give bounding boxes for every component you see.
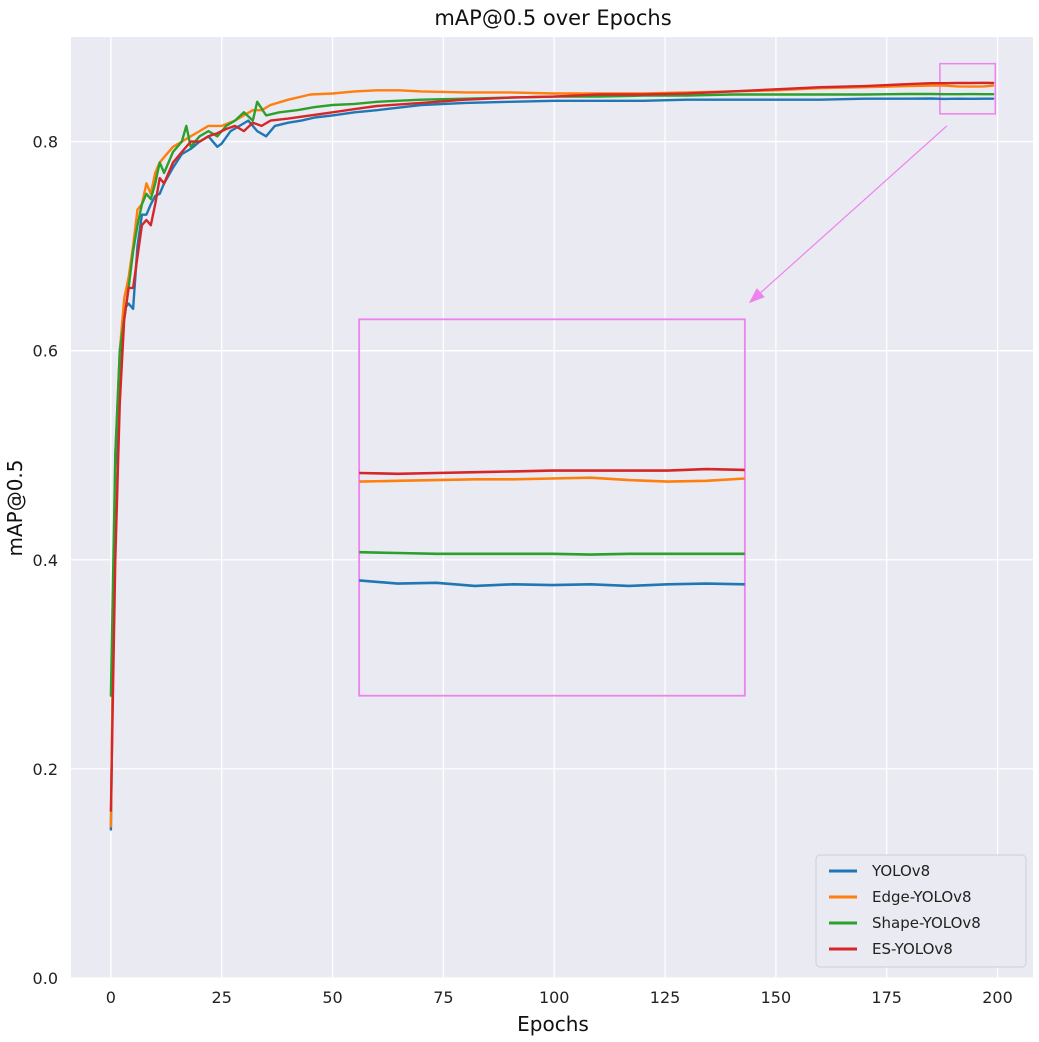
y-tick-label-0-8: 0.8 <box>33 133 58 152</box>
y-tick-label-0-4: 0.4 <box>33 551 58 570</box>
series-line-yolov8 <box>109 97 995 831</box>
chart-title: mAP@0.5 over Epochs <box>434 6 671 30</box>
zoom-inset-box <box>358 318 746 697</box>
zoom-series-line-es-yolov8 <box>359 467 745 476</box>
y-tick-label-0-0: 0.0 <box>33 969 58 988</box>
x-tick-label-100: 100 <box>539 988 570 1007</box>
zoom-arrow-line <box>758 125 948 295</box>
x-tick-label-75: 75 <box>433 988 453 1007</box>
grid <box>71 37 1033 979</box>
plot-background <box>71 37 1033 978</box>
zoom-series-line-shape-yolov8 <box>359 550 745 556</box>
zoom-inset-layer <box>358 62 997 697</box>
x-tick-label-200: 200 <box>982 988 1013 1007</box>
x-axis-label: Epochs <box>517 1012 589 1036</box>
x-tick-label-0: 0 <box>106 988 116 1007</box>
zoom-source-box <box>939 62 997 115</box>
x-tick-label-25: 25 <box>212 988 232 1007</box>
legend: YOLOv8 Edge-YOLOv8 Shape-YOLOv8 ES-YOLOv… <box>815 854 1027 968</box>
x-tick-label-50: 50 <box>322 988 342 1007</box>
legend-label-yolov8: YOLOv8 <box>871 862 930 880</box>
legend-label-shape-yolov8: Shape-YOLOv8 <box>872 914 981 932</box>
x-tick-label-125: 125 <box>650 988 681 1007</box>
series-layer <box>109 81 995 831</box>
y-tick-label-0-2: 0.2 <box>33 760 58 779</box>
legend-label-es-yolov8: ES-YOLOv8 <box>872 940 953 958</box>
y-tick-label-0-6: 0.6 <box>33 342 58 361</box>
zoom-series-line-yolov8 <box>359 579 745 588</box>
series-line-es-yolov8 <box>109 81 995 812</box>
x-tick-label-150: 150 <box>761 988 792 1007</box>
series-line-shape-yolov8 <box>109 92 995 697</box>
legend-box <box>815 854 1027 968</box>
tick-labels: 0 25 50 75 100 125 150 175 200 0.0 0.2 0.4 0.6 0.8 <box>33 133 1013 1007</box>
zoom-arrow-head <box>748 288 765 304</box>
legend-label-edge-yolov8: Edge-YOLOv8 <box>872 888 972 906</box>
zoom-series-line-edge-yolov8 <box>359 476 745 483</box>
x-tick-label-175: 175 <box>871 988 902 1007</box>
y-axis-label: mAP@0.5 <box>3 459 27 556</box>
